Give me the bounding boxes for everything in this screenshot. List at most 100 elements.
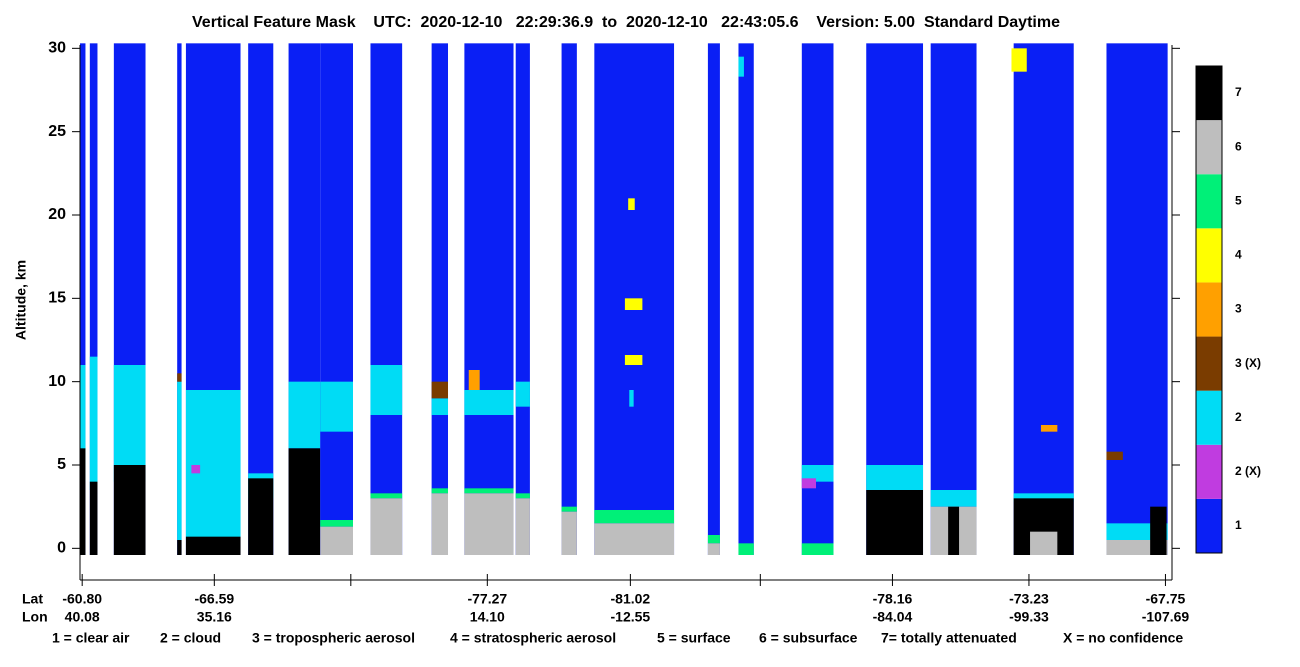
feature-cell: [707, 43, 720, 555]
feature-cell: [248, 478, 274, 555]
colorbar-swatch: [1196, 174, 1222, 229]
feature-cell: [288, 448, 321, 555]
lon-label: 40.08: [65, 609, 100, 625]
feature-cell: [1013, 43, 1074, 555]
colorbar-label: 5: [1235, 193, 1242, 207]
feature-cell: [801, 465, 834, 482]
colorbar-label: 3 (X): [1235, 356, 1261, 370]
feature-cell: [370, 498, 403, 555]
lon-label: -84.04: [873, 609, 913, 625]
feature-cell: [515, 493, 530, 499]
feature-cell: [561, 511, 577, 555]
feature-cell: [80, 448, 86, 555]
lon-label: 14.10: [470, 609, 505, 625]
feature-cell: [629, 390, 634, 407]
feature-cell: [594, 510, 675, 524]
colorbar-swatch: [1196, 390, 1222, 445]
feature-cell: [561, 506, 577, 512]
colorbar-swatch: [1196, 336, 1222, 391]
colorbar-swatch: [1196, 282, 1222, 337]
lat-header: Lat: [22, 591, 43, 607]
feature-cell: [248, 43, 274, 555]
feature-cell: [113, 465, 146, 555]
colorbar-label: 3: [1235, 302, 1242, 316]
y-axis-label: Altitude, km: [13, 260, 29, 340]
y-tick-label: 10: [48, 373, 66, 390]
feature-cell: [624, 355, 643, 365]
feature-cell: [1150, 506, 1167, 555]
colorbar-label: 4: [1235, 248, 1242, 262]
feature-cell: [866, 490, 924, 555]
feature-cell: [561, 43, 577, 555]
feature-cell: [177, 381, 182, 540]
colorbar-swatch: [1196, 498, 1222, 553]
colorbar-label: 1: [1235, 518, 1242, 532]
feature-cell: [191, 465, 201, 474]
feature-cell: [464, 488, 514, 494]
feature-cell: [431, 493, 449, 555]
feature-cell: [320, 520, 353, 527]
y-tick-label: 0: [57, 540, 66, 557]
feature-cell: [930, 490, 977, 507]
legend-item: 2 = cloud: [160, 630, 221, 646]
feature-cell: [801, 543, 834, 555]
feature-cell: [707, 543, 720, 555]
feature-cell: [320, 381, 353, 432]
feature-cell: [464, 43, 514, 555]
colorbar-swatch: [1196, 66, 1222, 121]
lon-header: Lon: [22, 609, 48, 625]
feature-cell: [177, 540, 182, 555]
feature-cell: [89, 356, 98, 490]
feature-cell: [320, 526, 353, 555]
lon-label: 35.16: [197, 609, 232, 625]
feature-cell: [80, 365, 86, 482]
legend-item: 3 = tropospheric aerosol: [252, 630, 415, 646]
feature-cell: [464, 493, 514, 555]
lon-label: -107.69: [1142, 609, 1190, 625]
feature-cell: [866, 465, 924, 490]
feature-cell: [515, 43, 530, 555]
lon-label: -99.33: [1009, 609, 1049, 625]
feature-cell: [89, 481, 98, 555]
feature-cell: [594, 523, 675, 555]
feature-cell: [948, 506, 960, 555]
feature-cell: [1011, 48, 1027, 72]
feature-cell: [1013, 493, 1074, 502]
feature-cell: [431, 381, 449, 399]
colorbar-label: 2: [1235, 410, 1242, 424]
feature-cell: [628, 198, 635, 210]
feature-cell: [1030, 531, 1058, 555]
feature-cell: [1106, 451, 1123, 460]
feature-cell: [431, 43, 449, 555]
feature-cell: [1106, 43, 1168, 555]
y-tick-label: 5: [57, 456, 66, 473]
lat-label: -77.27: [467, 591, 507, 607]
y-tick-label: 30: [48, 40, 66, 57]
lat-label: -67.75: [1146, 591, 1186, 607]
feature-cell: [431, 488, 449, 494]
feature-cell: [320, 43, 353, 555]
legend-item: X = no confidence: [1063, 630, 1183, 646]
feature-cell: [515, 498, 530, 555]
feature-cell: [370, 43, 403, 555]
feature-cell: [185, 536, 241, 555]
feature-cell: [89, 43, 98, 555]
colorbar-label: 6: [1235, 139, 1242, 153]
colorbar-frame: [1195, 65, 1223, 554]
feature-cell: [288, 381, 321, 449]
y-tick-label: 25: [48, 123, 66, 140]
chart-title: Vertical Feature Mask UTC: 2020-12-10 22…: [192, 14, 1060, 31]
lat-label: -81.02: [611, 591, 651, 607]
feature-cell: [464, 390, 514, 415]
y-tick-label: 20: [48, 206, 66, 223]
colorbar-swatch: [1196, 120, 1222, 175]
feature-cell: [930, 43, 977, 555]
feature-cell: [738, 543, 754, 555]
lat-label: -60.80: [62, 591, 102, 607]
feature-cell: [370, 365, 403, 415]
colorbar-swatch: [1196, 444, 1222, 499]
feature-cell: [801, 478, 817, 489]
legend-item: 7= totally attenuated: [881, 630, 1017, 646]
legend-item: 1 = clear air: [52, 630, 130, 646]
